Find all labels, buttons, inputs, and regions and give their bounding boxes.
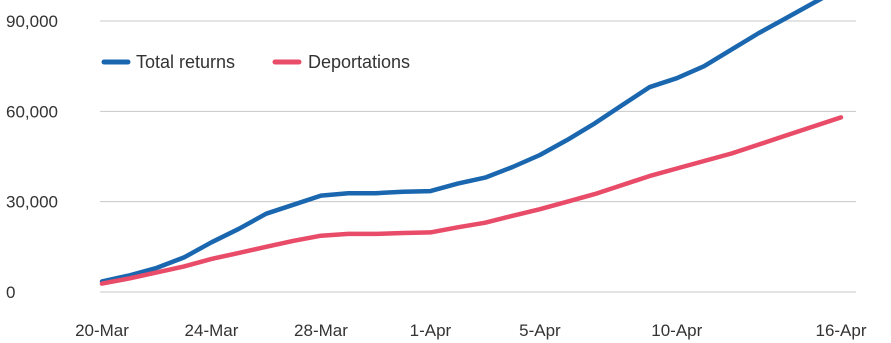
x-tick-label: 28-Mar	[294, 321, 348, 340]
series-lines	[99, 0, 844, 286]
legend: Total returns Deportations	[101, 52, 410, 72]
x-tick-label: 10-Apr	[651, 321, 702, 340]
y-tick-label: 90,000	[6, 12, 58, 31]
x-tick-label: 1-Apr	[410, 321, 452, 340]
series-line-deportations	[99, 115, 844, 286]
y-tick-label: 30,000	[6, 193, 58, 212]
legend-label: Deportations	[308, 52, 410, 72]
y-axis-tick-labels: 0 30,000 60,000 90,000	[6, 12, 58, 302]
x-tick-label: 24-Mar	[185, 321, 239, 340]
y-tick-label: 60,000	[6, 102, 58, 121]
series-line-total-returns	[99, 0, 824, 284]
x-axis-tick-labels: 20-Mar 24-Mar 28-Mar 1-Apr 5-Apr 10-Apr 16-Apr	[75, 321, 867, 340]
x-tick-label: 16-Apr	[815, 321, 866, 340]
y-tick-label: 0	[6, 283, 15, 302]
gridlines	[100, 20, 856, 293]
x-tick-label: 5-Apr	[519, 321, 561, 340]
legend-label: Total returns	[136, 52, 235, 72]
x-tick-label: 20-Mar	[75, 321, 129, 340]
